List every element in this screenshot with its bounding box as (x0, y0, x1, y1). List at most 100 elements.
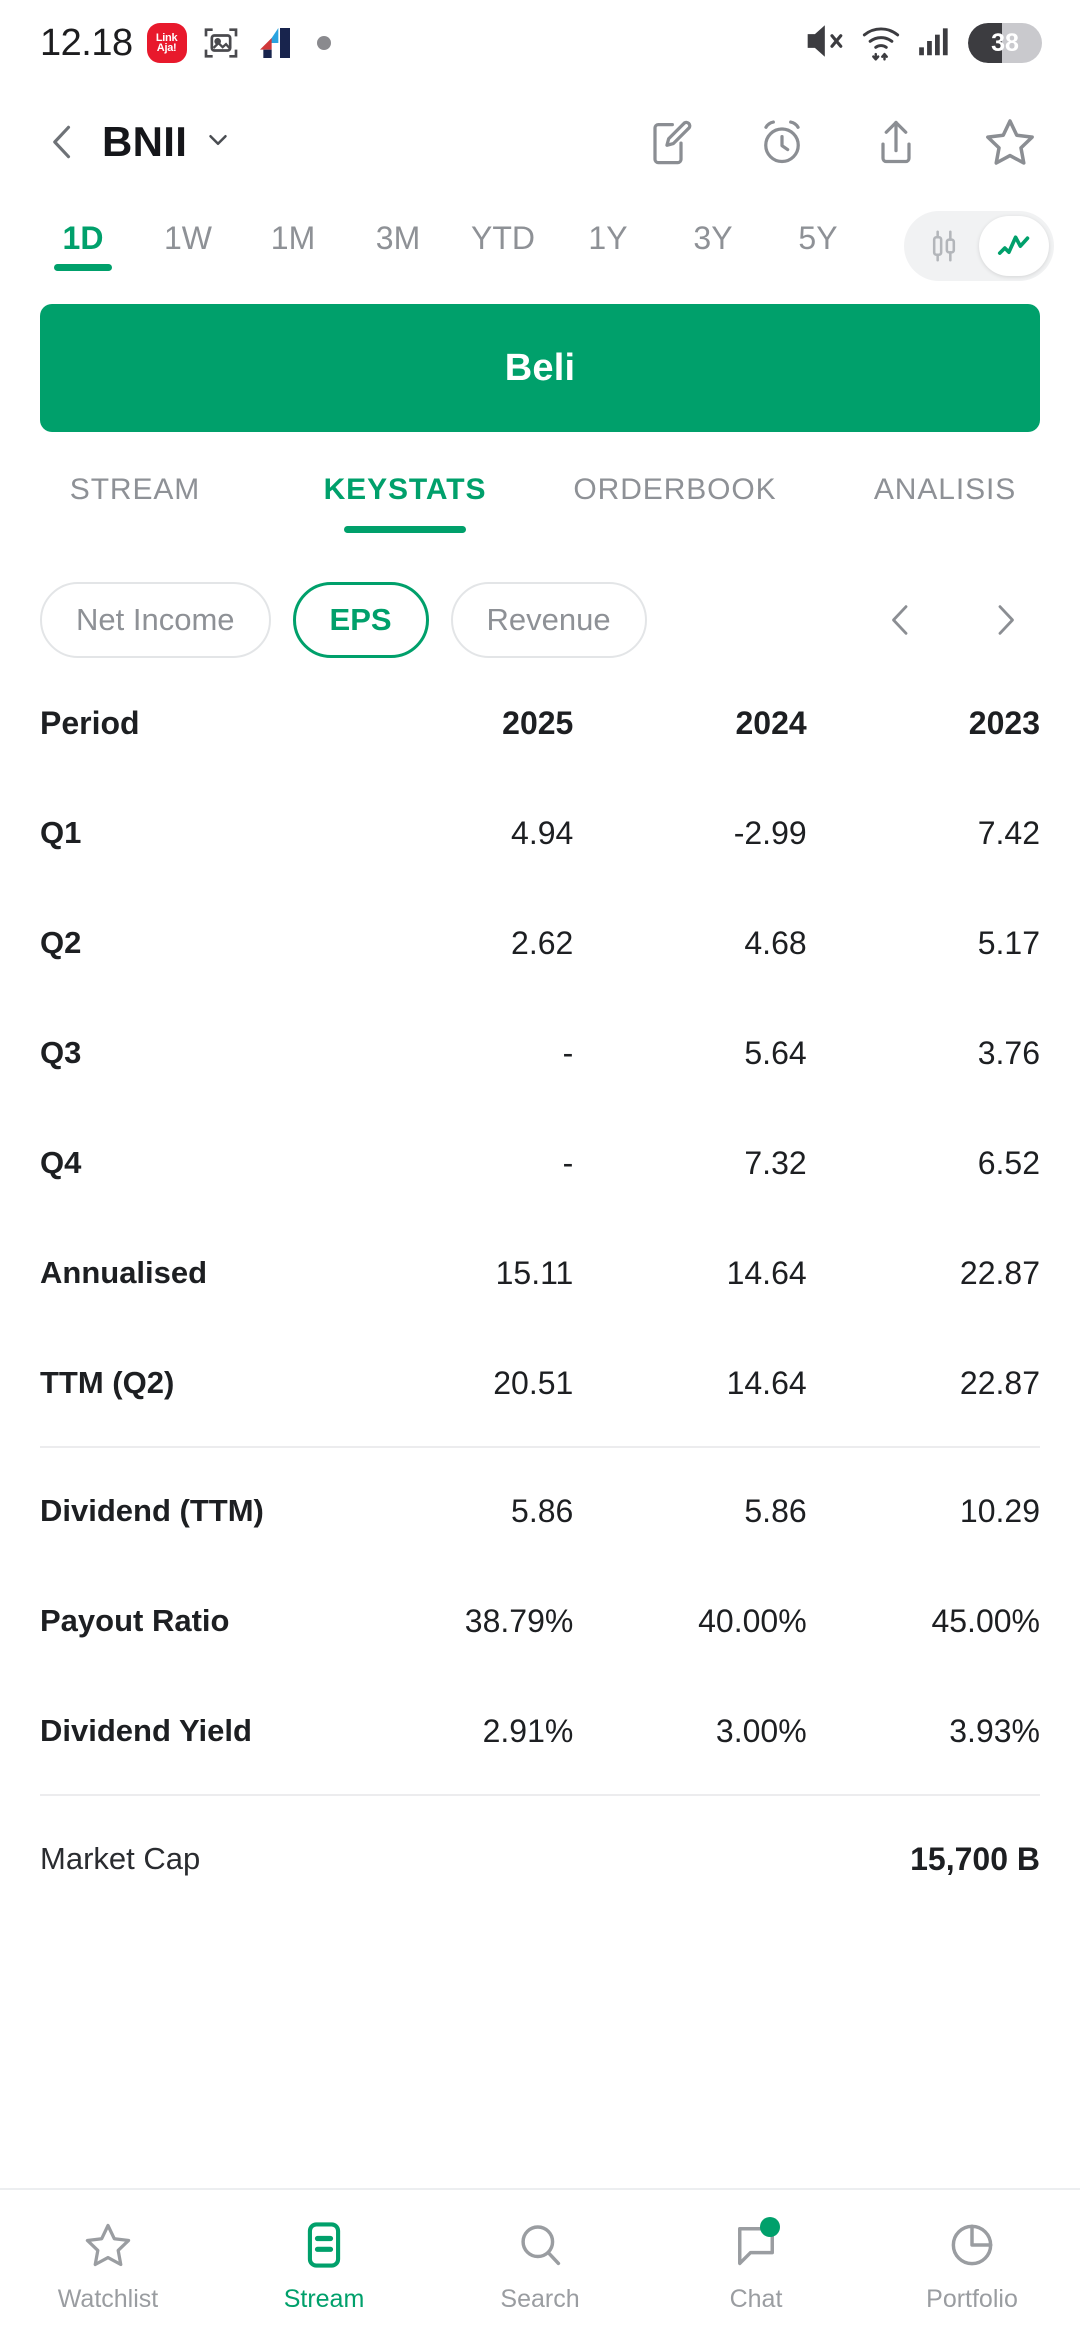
period-tabs: 1D 1W 1M 3M YTD 1Y 3Y 5Y (0, 198, 1080, 294)
spacer (40, 1202, 1040, 1234)
portfolio-pie-icon (944, 2217, 1000, 2273)
chip-nav-arrows (880, 594, 1040, 646)
bottom-navigation: Watchlist Stream Search (0, 2188, 1080, 2340)
spacer (40, 1312, 1040, 1344)
chevron-right-icon[interactable] (984, 594, 1026, 646)
row-value: 5.86 (744, 1492, 807, 1529)
table-header-2024: 2024 (735, 704, 807, 741)
chip-net-income[interactable]: Net Income (40, 582, 271, 658)
tab-orderbook[interactable]: ORDERBOOK (573, 473, 777, 506)
nav-label: Watchlist (57, 2284, 159, 2313)
keystats-table: Period 2025 2024 2023 Q1 4.94 -2.99 7.42… (0, 684, 1080, 2188)
spacer (40, 762, 1040, 794)
buy-button-container: Beli (0, 294, 1080, 432)
row-label: Dividend (TTM) (40, 1493, 264, 1528)
nav-label: Portfolio (926, 2284, 1018, 2313)
star-icon (80, 2217, 136, 2273)
period-tab-ytd[interactable]: YTD (471, 219, 535, 256)
tab-keystats[interactable]: KEYSTATS (270, 473, 540, 533)
period-tab-1w[interactable]: 1W (164, 219, 212, 256)
row-value: 2.91% (482, 1712, 574, 1749)
nav-label: Stream (283, 2284, 365, 2313)
row-value: 6.52 (977, 1144, 1040, 1181)
metric-chip-row: Net Income EPS Revenue (0, 556, 1080, 684)
spacer (40, 982, 1040, 1014)
row-value: 5.17 (977, 924, 1040, 961)
row-value: 3.00% (715, 1712, 807, 1749)
star-icon[interactable] (982, 114, 1038, 170)
alarm-icon[interactable] (754, 114, 810, 170)
spacer (40, 872, 1040, 904)
app-icon (255, 23, 295, 63)
chip-revenue[interactable]: Revenue (450, 582, 647, 658)
row-value: - (562, 1144, 574, 1181)
chevron-left-icon[interactable] (880, 594, 922, 646)
table-row: Payout Ratio 38.79% 40.00% 45.00% (40, 1582, 1040, 1660)
table-row: Q1 4.94 -2.99 7.42 (40, 794, 1040, 872)
status-bar: 12.18 Link Aja! (0, 0, 1080, 86)
row-value: 10.29 (959, 1492, 1040, 1529)
row-value: 15.11 (495, 1254, 574, 1291)
chip-eps[interactable]: EPS (292, 582, 429, 658)
chevron-down-icon (203, 125, 233, 160)
table-row: Q3 - 5.64 3.76 (40, 1014, 1040, 1092)
tab-stream[interactable]: STREAM (69, 473, 201, 506)
row-label: Dividend Yield (40, 1713, 252, 1748)
nav-item-portfolio[interactable]: Portfolio (864, 2217, 1080, 2314)
note-icon[interactable] (640, 114, 696, 170)
line-chart-icon[interactable] (979, 216, 1049, 276)
header-actions (640, 114, 1038, 170)
market-cap-label: Market Cap (40, 1841, 201, 1876)
share-icon[interactable] (868, 114, 924, 170)
period-tab-5y[interactable]: 5Y (798, 219, 838, 256)
market-cap-row: Market Cap 15,700 B (40, 1820, 1040, 1898)
row-value: - (562, 1034, 574, 1071)
tab-analisis[interactable]: ANALISIS (873, 473, 1017, 506)
buy-button[interactable]: Beli (40, 304, 1040, 432)
table-row: Dividend Yield 2.91% 3.00% 3.93% (40, 1692, 1040, 1770)
dot-icon (316, 36, 331, 50)
nav-item-watchlist[interactable]: Watchlist (0, 2217, 216, 2314)
row-label: Q3 (40, 1035, 82, 1070)
ticker-selector[interactable]: BNII (102, 118, 233, 166)
row-label: Q1 (40, 815, 82, 850)
chart-type-toggle (904, 211, 1054, 281)
nav-item-search[interactable]: Search (432, 2217, 648, 2314)
spacer (40, 1660, 1040, 1692)
section-divider (40, 1446, 1040, 1448)
signal-icon (916, 21, 954, 66)
row-value: 14.64 (726, 1364, 807, 1401)
row-value: 45.00% (931, 1602, 1040, 1639)
period-tab-1y[interactable]: 1Y (588, 219, 628, 256)
candlestick-icon[interactable] (909, 216, 979, 276)
row-label: Annualised (40, 1255, 208, 1290)
period-tab-3m[interactable]: 3M (375, 219, 421, 256)
battery-level: 38 (991, 28, 1019, 57)
nav-item-chat[interactable]: Chat (648, 2216, 864, 2314)
nav-item-stream[interactable]: Stream (216, 2217, 432, 2314)
back-chevron-icon[interactable] (40, 119, 86, 165)
linkaja-icon: Link Aja! (146, 23, 187, 63)
status-bar-left: 12.18 Link Aja! (40, 22, 331, 65)
period-tab-1d[interactable]: 1D (48, 220, 118, 273)
spacer (40, 1092, 1040, 1124)
ticker-symbol: BNII (102, 118, 188, 165)
row-value: 4.94 (511, 814, 574, 851)
search-icon (512, 2217, 568, 2273)
section-divider (40, 1794, 1040, 1796)
row-label: TTM (Q2) (40, 1365, 175, 1400)
row-value: 7.32 (744, 1144, 807, 1181)
table-header-2023: 2023 (968, 704, 1040, 741)
market-cap-value: 15,700 B (910, 1840, 1040, 1877)
period-tab-3y[interactable]: 3Y (693, 219, 733, 256)
row-value: 38.79% (464, 1602, 574, 1639)
row-value: -2.99 (733, 814, 807, 851)
row-label: Payout Ratio (40, 1603, 230, 1638)
table-row: Dividend (TTM) 5.86 5.86 10.29 (40, 1472, 1040, 1550)
period-tab-1m[interactable]: 1M (270, 219, 316, 256)
row-value: 22.87 (959, 1364, 1040, 1401)
row-value: 20.51 (493, 1364, 574, 1401)
nav-label: Chat (729, 2284, 783, 2313)
table-header-period: Period (40, 704, 140, 741)
